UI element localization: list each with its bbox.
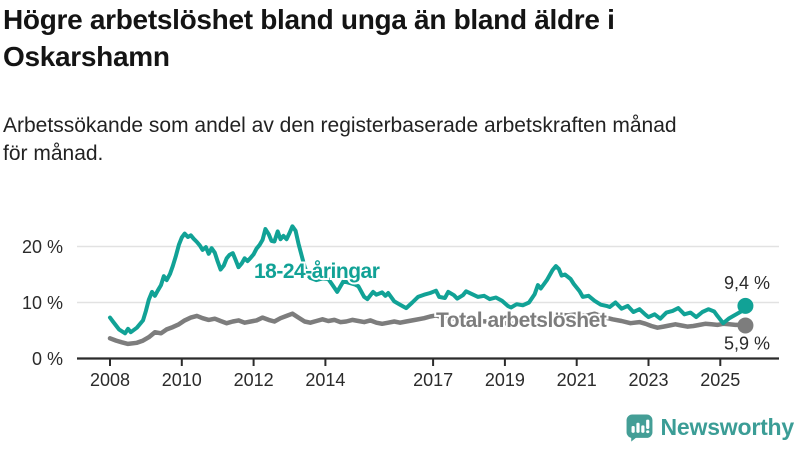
chart-canvas: 2008 2010 2012 2014 2017 2019 2021 2023 2025 0 % 1… <box>22 224 779 390</box>
newsworthy-bubble-icon <box>626 414 652 442</box>
newsworthy-brand-label: Newsworthy <box>660 414 795 440</box>
chart-title: Högre arbetslöshet bland unga än bland ä… <box>3 4 615 72</box>
series-line-18-24-åringar <box>108 224 748 336</box>
y-tick-label-0: 0 % <box>32 349 63 369</box>
x-tick-label-2017: 2017 <box>413 370 453 390</box>
series-end-label-Total arbetslöshet: 5,9 % <box>724 333 770 353</box>
y-tick-label-10: 10 % <box>22 293 63 313</box>
x-tick-label-2014: 2014 <box>305 370 345 390</box>
x-tick-label-2025: 2025 <box>700 370 740 390</box>
newsworthy-logo[interactable]: Newsworthy <box>625 413 794 442</box>
series-label-Total arbetslöshet: Total arbetslöshet <box>436 309 607 332</box>
x-tick-label-2023: 2023 <box>628 370 668 390</box>
chart-subtitle: Arbetssökande som andel av den registerb… <box>3 114 677 166</box>
y-tick-label-20: 20 % <box>22 237 63 257</box>
series-end-dot-Total arbetslöshet <box>737 317 754 334</box>
series-end-dot-18-24-åringar <box>737 297 754 314</box>
series-label-18-24-åringar: 18-24-åringar <box>254 260 380 283</box>
series-line-Total arbetslöshet <box>107 311 748 347</box>
x-tick-label-2012: 2012 <box>234 370 274 390</box>
x-tick-label-2010: 2010 <box>162 370 202 390</box>
x-tick-label-2008: 2008 <box>90 370 130 390</box>
x-tick-label-2021: 2021 <box>557 370 597 390</box>
series-end-label-18-24-åringar: 9,4 % <box>724 273 770 293</box>
x-tick-label-2019: 2019 <box>485 370 525 390</box>
